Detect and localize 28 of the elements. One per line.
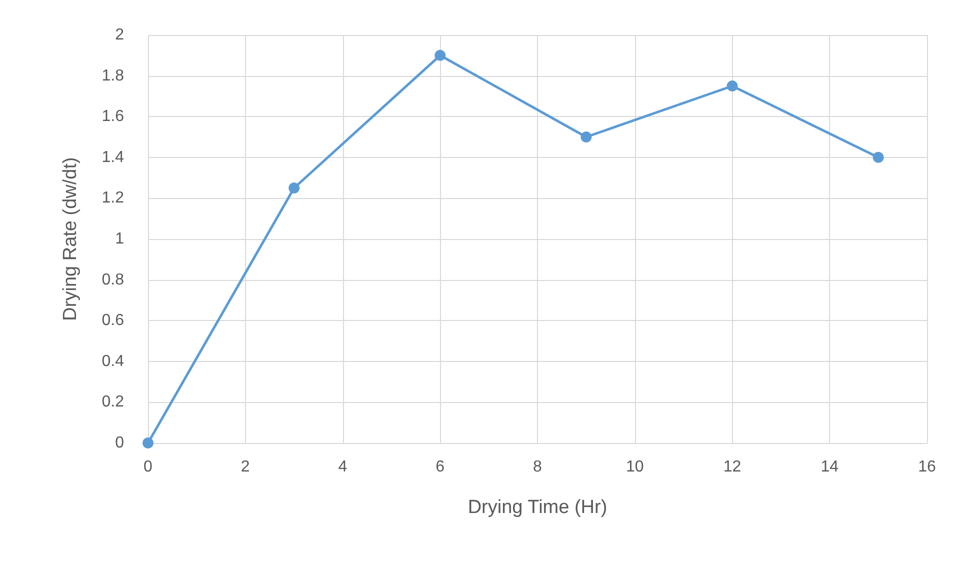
x-tick-label: 10 [626,458,644,476]
point [142,438,154,448]
x-tick-label: 16 [918,458,936,476]
point [288,182,300,194]
y-tick-label: 0.8 [102,271,124,288]
point [580,132,592,142]
y-axis-title: Drying Rate (dw/dt) [60,157,81,321]
y-tick-label: 1.4 [102,148,124,166]
x-tick-label: 2 [240,458,250,476]
x-axis-title: Drying Time (Hr) [468,497,608,518]
y-tick-label: 1.6 [102,108,124,126]
x-tick-label: 0 [144,458,153,476]
x-tick-label: 14 [820,458,839,476]
y-tick-label: 0 [115,434,124,452]
y-tick-label: 0.2 [102,394,124,411]
y-tick-label: 1.8 [102,67,124,84]
y-tick-label: 0.4 [102,352,124,370]
x-tick-label: 8 [533,458,542,476]
point [872,152,884,163]
y-tick-label: 1 [115,230,124,248]
point [434,50,446,61]
x-tick-label: 6 [436,458,445,476]
point [726,80,738,92]
x-tick-label: 4 [338,458,348,476]
y-tick-label: 0.6 [102,312,124,330]
y-tick-label: 2 [115,26,124,44]
y-tick-label: 1.2 [102,190,124,207]
x-tick-label: 12 [723,458,742,476]
